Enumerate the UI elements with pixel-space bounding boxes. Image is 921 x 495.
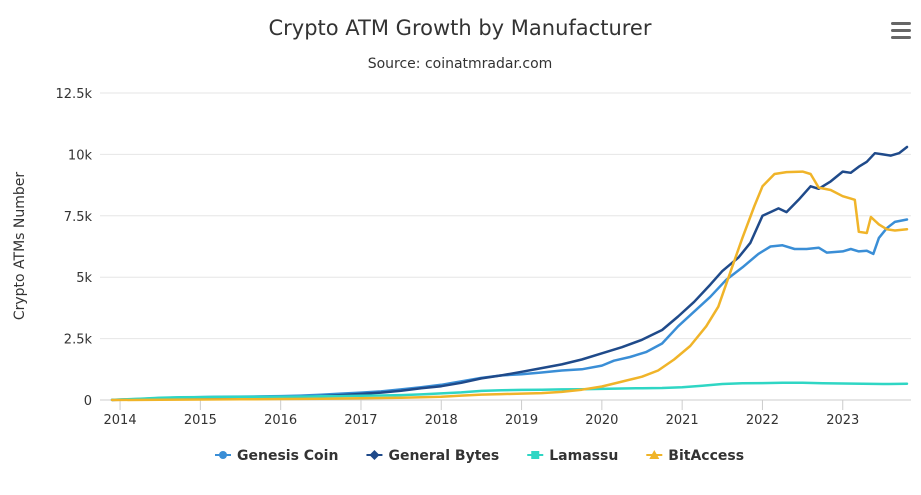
chart-subtitle: Source: coinatmradar.com: [368, 56, 553, 72]
y-tick-label: 5k: [76, 271, 92, 286]
legend-item-genesis-coin[interactable]: Genesis Coin: [215, 448, 338, 464]
legend-label[interactable]: Lamassu: [549, 448, 618, 464]
chart-title: Crypto ATM Growth by Manufacturer: [269, 16, 652, 40]
context-menu-button[interactable]: [886, 14, 916, 44]
y-tick-label: 2.5k: [64, 333, 93, 348]
hamburger-menu-icon[interactable]: [891, 22, 911, 39]
y-tick-label: 10k: [68, 148, 93, 163]
x-tick-label: 2021: [666, 413, 699, 428]
series-line-bitaccess: [110, 170, 909, 402]
legend-label[interactable]: BitAccess: [668, 448, 744, 464]
x-tick-label: 2015: [184, 413, 217, 428]
square-marker-icon[interactable]: [531, 451, 540, 459]
axes: 0 2.5k 5k 7.5k 10k 12.5k 2014 2015 2016 2017 2018 2…: [56, 87, 911, 428]
x-tick-label: 2022: [746, 413, 779, 428]
x-tick-label: 2014: [104, 413, 137, 428]
x-tick-label: 2017: [344, 413, 377, 428]
series-line-lamassu: [110, 381, 909, 402]
x-tick-label: 2023: [826, 413, 859, 428]
x-tick-label: 2020: [585, 413, 618, 428]
y-tick-label: 7.5k: [64, 210, 93, 225]
legend-item-general-bytes[interactable]: General Bytes: [366, 448, 499, 464]
x-tick-label: 2019: [505, 413, 538, 428]
diamond-marker-icon[interactable]: [369, 450, 380, 460]
legend-label[interactable]: General Bytes: [388, 448, 499, 464]
x-tick-label: 2016: [264, 413, 297, 428]
circle-marker-icon[interactable]: [219, 451, 227, 459]
legend-item-bitaccess[interactable]: BitAccess: [646, 448, 744, 464]
y-tick-label: 12.5k: [56, 87, 93, 102]
x-tick-label: 2018: [425, 413, 458, 428]
legend-label[interactable]: Genesis Coin: [237, 448, 338, 464]
series-lines: [110, 145, 909, 402]
triangle-marker-icon[interactable]: [649, 450, 660, 459]
y-tick-label: 0: [84, 394, 92, 409]
grid-lines: [100, 92, 911, 340]
y-axis-label: Crypto ATMs Number: [12, 172, 28, 321]
legend-item-lamassu[interactable]: Lamassu: [527, 448, 618, 464]
legend: Genesis Coin General Bytes Lamassu BitAcces…: [215, 448, 744, 464]
